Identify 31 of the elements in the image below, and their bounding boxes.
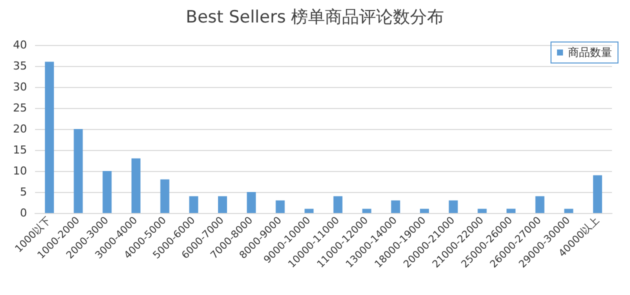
y-tick-label: 20: [13, 122, 27, 136]
bar: [131, 158, 140, 213]
bar: [448, 200, 458, 213]
y-tick-label: 25: [13, 102, 27, 114]
y-tick-label: 35: [13, 60, 27, 72]
legend-label: 商品数量: [568, 46, 612, 59]
bar: [420, 208, 429, 213]
y-tick-label: 40: [13, 38, 27, 52]
bar: [74, 129, 83, 213]
bar: [333, 196, 342, 213]
bar: [218, 196, 228, 213]
bar: [391, 200, 400, 213]
bar: [160, 179, 170, 213]
bar: [362, 208, 372, 213]
bar: [506, 208, 516, 213]
bar: [593, 175, 602, 213]
bar: [535, 196, 544, 213]
y-tick-label: 0: [20, 206, 27, 220]
bar: [44, 62, 54, 213]
chart-title: Best Sellers 榜单商品评论数分布: [186, 8, 444, 28]
bar: [246, 192, 256, 213]
y-tick-label: 5: [20, 186, 27, 198]
bar: [276, 200, 285, 213]
y-tick-label: 10: [13, 164, 27, 178]
y-tick-label: 30: [13, 80, 27, 94]
bar: [478, 208, 487, 213]
bar: [304, 208, 314, 213]
y-tick-label: 15: [13, 144, 27, 156]
bar: [189, 196, 198, 213]
bar: [564, 208, 574, 213]
bar: [102, 171, 112, 213]
